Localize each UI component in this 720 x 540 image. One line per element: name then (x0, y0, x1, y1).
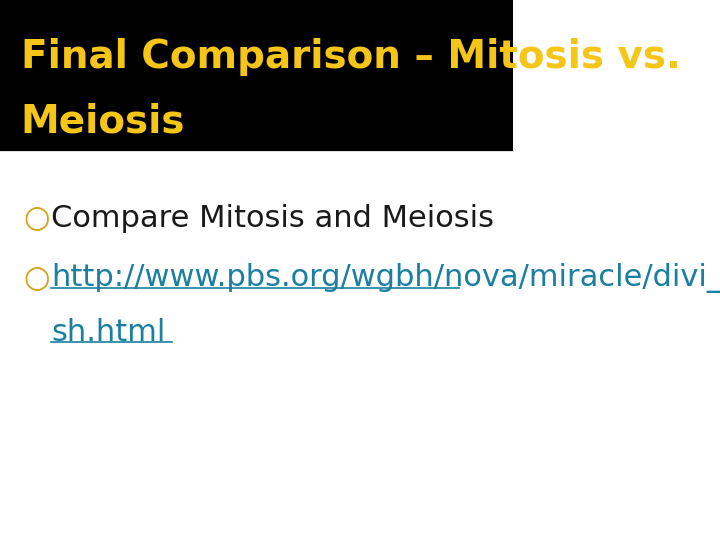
FancyBboxPatch shape (0, 0, 513, 151)
Text: ○: ○ (23, 264, 50, 293)
Text: ○: ○ (23, 204, 50, 233)
Text: sh.html: sh.html (51, 318, 166, 347)
Text: Compare Mitosis and Meiosis: Compare Mitosis and Meiosis (51, 204, 495, 233)
Text: http://www.pbs.org/wgbh/nova/miracle/divi_fla: http://www.pbs.org/wgbh/nova/miracle/div… (51, 263, 720, 293)
Text: Meiosis: Meiosis (20, 103, 185, 140)
Text: Final Comparison – Mitosis vs.: Final Comparison – Mitosis vs. (20, 38, 680, 76)
